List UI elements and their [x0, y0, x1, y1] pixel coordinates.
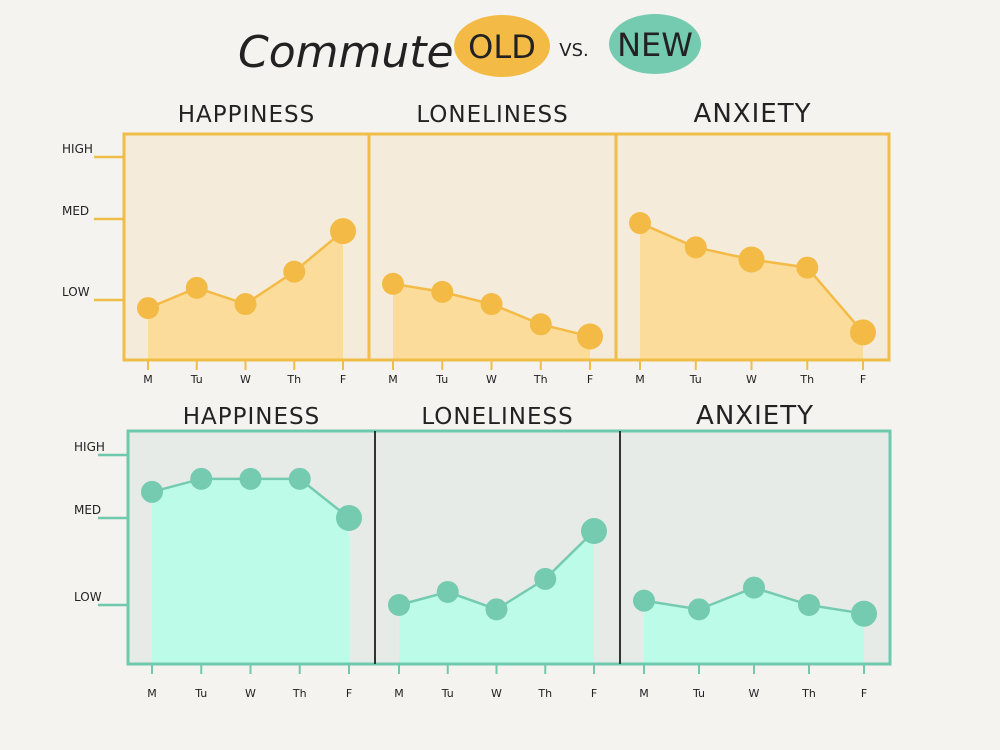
x-tick-label: F [340, 373, 346, 386]
x-tick-label: Th [799, 373, 814, 386]
x-tick-label: W [746, 373, 757, 386]
area-fill [148, 231, 343, 360]
old-chart-anxiety: M Tu W Th F ANXIETY [629, 99, 876, 386]
data-point [688, 598, 710, 621]
x-tick-label: M [639, 687, 649, 700]
x-tick-label: F [861, 687, 867, 700]
new-level-label-med: MED [74, 503, 101, 517]
data-point [137, 297, 159, 320]
old-level-label-low: LOW [62, 285, 90, 299]
old-level-label-med: MED [62, 204, 89, 218]
data-point [633, 589, 655, 612]
data-point [850, 319, 876, 346]
data-point [485, 598, 508, 621]
x-tick-label: M [635, 373, 645, 386]
data-point [239, 467, 262, 490]
new-legend-label: NEW [617, 26, 693, 64]
data-point [190, 467, 213, 490]
area-fill [152, 478, 349, 664]
data-point [431, 280, 454, 303]
vs-label: VS. [559, 40, 588, 61]
x-tick-label: F [860, 373, 866, 386]
x-tick-label: Tu [692, 687, 705, 700]
x-tick-label: M [388, 373, 398, 386]
chart-title: HAPPINESS [178, 102, 316, 128]
x-tick-label: M [394, 687, 404, 700]
x-tick-label: Tu [190, 373, 203, 386]
area-fill [399, 531, 594, 664]
old-level-label-high: HIGH [62, 142, 93, 156]
data-point [283, 260, 306, 283]
x-tick-label: F [346, 687, 352, 700]
chart-title: ANXIETY [696, 401, 814, 431]
data-point [796, 256, 819, 279]
data-point [388, 594, 410, 616]
old-outer-frame [122, 132, 891, 362]
new-level-label-low: LOW [74, 590, 102, 604]
x-tick-label: W [486, 373, 497, 386]
new-chart-loneliness: M Tu W Th F LONELINESS [388, 404, 607, 700]
x-tick-label: Th [292, 687, 307, 700]
data-point [529, 313, 552, 336]
x-tick-label: Th [533, 373, 548, 386]
x-tick-label: W [245, 687, 256, 700]
x-tick-label: M [143, 373, 153, 386]
figure-header: Commute : OLD VS. NEW [238, 14, 701, 78]
data-point [288, 467, 311, 490]
data-point [234, 293, 257, 316]
data-point [684, 236, 707, 259]
chart-title: LONELINESS [416, 102, 568, 128]
data-point [534, 567, 557, 590]
old-row-frame [122, 132, 891, 362]
chart-title: LONELINESS [421, 404, 573, 430]
x-tick-label: Th [537, 687, 552, 700]
data-point [382, 272, 404, 295]
chart-title: ANXIETY [694, 99, 812, 129]
data-point [141, 480, 163, 503]
data-point [577, 323, 603, 350]
data-point [798, 594, 820, 616]
data-point [480, 293, 503, 316]
new-chart-happiness: M Tu W Th F HAPPINESS [141, 404, 362, 700]
data-point [738, 246, 765, 273]
old-legend-badge [454, 15, 550, 77]
x-tick-label: Th [801, 687, 816, 700]
chart-panels: LOW MED HIGH LOW MED HIGH M Tu W Th F HAPPINESS M Tu W… [62, 99, 892, 700]
x-tick-label: W [491, 687, 502, 700]
x-tick-label: Tu [194, 687, 207, 700]
x-tick-label: Tu [441, 687, 454, 700]
new-outer-frame [126, 429, 892, 666]
data-point [743, 576, 765, 599]
data-point [185, 276, 208, 299]
x-tick-label: F [587, 373, 593, 386]
x-tick-label: Th [286, 373, 301, 386]
x-tick-label: W [749, 687, 760, 700]
chart-title: HAPPINESS [183, 404, 321, 430]
new-row-frame [126, 429, 892, 666]
new-level-label-high: HIGH [74, 440, 105, 454]
data-point [581, 518, 607, 545]
data-point [629, 212, 651, 235]
new-legend-badge [609, 14, 701, 74]
x-tick-label: W [240, 373, 251, 386]
x-tick-label: F [591, 687, 597, 700]
x-tick-label: Tu [435, 373, 448, 386]
data-point [851, 600, 877, 627]
old-chart-loneliness: M Tu W Th F LONELINESS [382, 102, 603, 386]
old-legend-label: OLD [468, 28, 536, 66]
data-point [436, 580, 459, 603]
x-tick-label: Tu [689, 373, 702, 386]
data-point [330, 218, 356, 245]
old-chart-happiness: M Tu W Th F HAPPINESS [137, 102, 356, 386]
x-tick-label: M [147, 687, 157, 700]
figure-title: Commute : [238, 27, 482, 78]
new-chart-anxiety: M Tu W Th F ANXIETY [633, 401, 877, 700]
data-point [336, 505, 362, 531]
